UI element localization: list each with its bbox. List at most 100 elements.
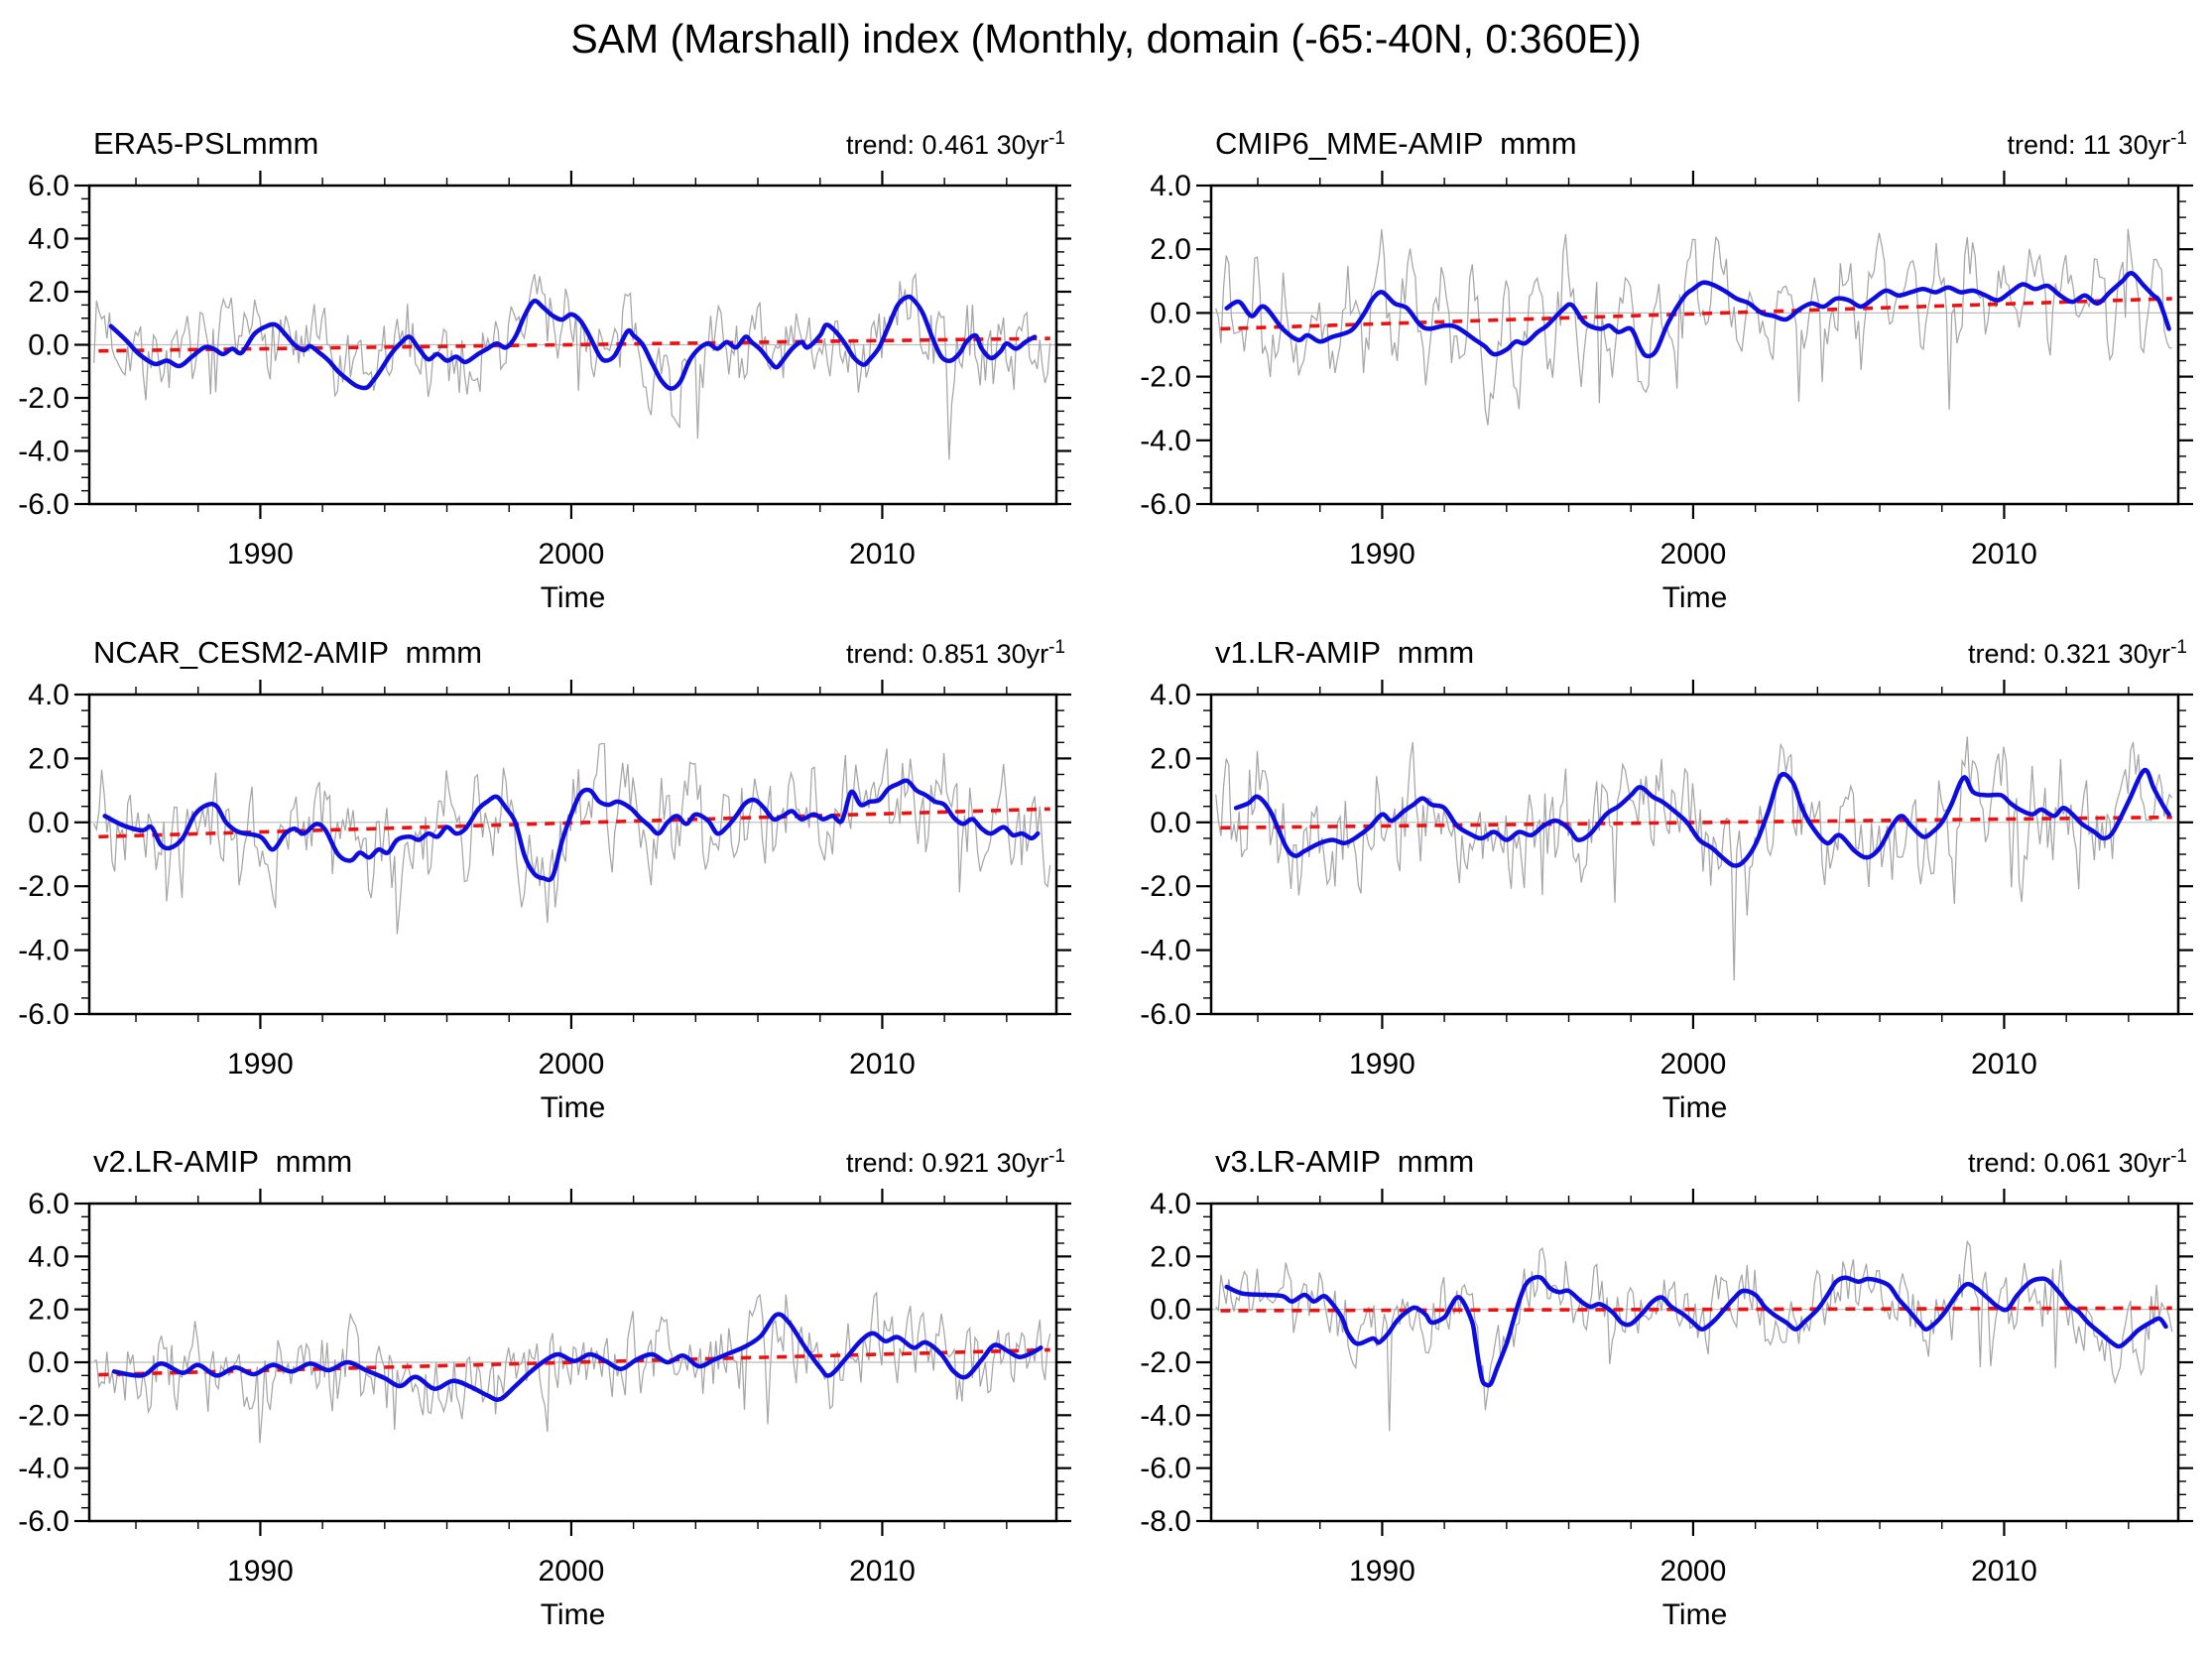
x-tick-label: 2000 xyxy=(1660,1048,1727,1081)
trend-text: trend: 0.851 30yr xyxy=(845,639,1049,669)
y-tick-label: 4.0 xyxy=(28,223,69,256)
trend-exponent: -1 xyxy=(2170,1146,2187,1167)
trend-text: trend: 0.321 30yr xyxy=(1967,639,2171,669)
y-tick-label: -4.0 xyxy=(18,436,69,468)
y-tick-label: 0.0 xyxy=(28,1346,69,1379)
y-tick-label: -6.0 xyxy=(1140,998,1191,1031)
monthly-series-path xyxy=(93,1291,1051,1444)
x-tick-label: 2000 xyxy=(539,1048,605,1081)
trend-text: trend: 0.461 30yr xyxy=(845,130,1049,160)
trend-text: trend: 0.061 30yr xyxy=(1967,1148,2171,1178)
y-tick-label: -2.0 xyxy=(1140,870,1191,903)
y-tick-label: 4.0 xyxy=(1150,1188,1191,1220)
x-tick-label: 2000 xyxy=(539,538,605,571)
smoothed-series-path xyxy=(111,1312,1044,1402)
trend-text: trend: 11 30yr xyxy=(2007,130,2171,160)
y-tick-label: 0.0 xyxy=(28,329,69,362)
panel-header-v1-lr-amip: v1.LR-AMIP mmm trend: 0.321 30yr-1 xyxy=(1215,635,2187,671)
x-tick-label: 1990 xyxy=(227,538,294,571)
trend-line xyxy=(1220,815,2172,830)
panel-title: v2.LR-AMIP mmm xyxy=(93,1144,353,1179)
monthly-series-path xyxy=(93,272,1051,460)
x-tick-label: 2000 xyxy=(539,1555,605,1588)
x-axis-title: Time xyxy=(1661,1091,1728,1124)
y-tick-label: 2.0 xyxy=(28,276,69,309)
trend-line xyxy=(98,807,1050,839)
y-tick-label: -4.0 xyxy=(1140,935,1191,967)
x-axis-title: Time xyxy=(540,581,606,614)
x-tick-label: 2000 xyxy=(1660,1555,1727,1588)
y-tick-label: 0.0 xyxy=(28,807,69,839)
y-tick-label: -4.0 xyxy=(18,935,69,967)
plot-box xyxy=(1209,184,2180,506)
panel-title: ERA5-PSLmmm xyxy=(93,126,319,161)
y-tick-label: -2.0 xyxy=(1140,361,1191,394)
x-tick-label: 2000 xyxy=(1660,538,1727,571)
trend-exponent: -1 xyxy=(1048,128,1065,149)
y-tick-label: -6.0 xyxy=(18,1505,69,1538)
panel-trend-label: trend: 0.851 30yr-1 xyxy=(846,637,1065,670)
trend-exponent: -1 xyxy=(2170,637,2187,658)
y-tick-label: -4.0 xyxy=(1140,425,1191,457)
monthly-series-path xyxy=(1215,1239,2173,1432)
y-tick-label: 4.0 xyxy=(28,1240,69,1273)
panel-header-cmip6-mme-amip: CMIP6_MME-AMIP mmm trend: 11 30yr-1 xyxy=(1215,126,2187,162)
smoothed-series-path xyxy=(1224,271,2171,359)
y-tick-label: -4.0 xyxy=(18,1453,69,1485)
y-tick-label: 0.0 xyxy=(1150,807,1191,839)
y-tick-label: 0.0 xyxy=(1150,297,1191,329)
x-tick-label: 2010 xyxy=(849,1048,916,1081)
smoothed-series-path xyxy=(102,778,1041,883)
y-tick-label: 2.0 xyxy=(1150,742,1191,775)
trend-exponent: -1 xyxy=(1048,637,1065,658)
y-tick-label: 2.0 xyxy=(28,1294,69,1327)
plot-box xyxy=(1209,1202,2180,1523)
y-tick-label: -6.0 xyxy=(1140,488,1191,521)
x-tick-label: 2010 xyxy=(1971,1555,2037,1588)
x-axis-title: Time xyxy=(540,1091,606,1124)
y-tick-label: -6.0 xyxy=(18,488,69,521)
y-tick-label: -4.0 xyxy=(1140,1399,1191,1432)
y-tick-label: -2.0 xyxy=(1140,1346,1191,1379)
x-tick-label: 2010 xyxy=(1971,1048,2037,1081)
y-tick-label: -6.0 xyxy=(18,998,69,1031)
y-tick-label: -2.0 xyxy=(18,1399,69,1432)
monthly-series-path xyxy=(1215,228,2172,426)
panel-title: v1.LR-AMIP mmm xyxy=(1215,635,1475,670)
y-tick-label: 2.0 xyxy=(1150,233,1191,266)
trend-line xyxy=(98,1347,1050,1377)
y-tick-label: 0.0 xyxy=(1150,1294,1191,1327)
x-tick-label: 2010 xyxy=(849,1555,916,1588)
x-tick-label: 1990 xyxy=(1349,538,1415,571)
y-tick-label: -2.0 xyxy=(18,870,69,903)
panel-header-era5: ERA5-PSLmmm trend: 0.461 30yr-1 xyxy=(93,126,1065,162)
plot-box xyxy=(87,693,1058,1016)
y-tick-label: 2.0 xyxy=(1150,1240,1191,1273)
smoothed-series-path xyxy=(108,294,1038,391)
x-tick-label: 2010 xyxy=(849,538,916,571)
trend-exponent: -1 xyxy=(1048,1146,1065,1167)
trend-exponent: -1 xyxy=(2170,128,2187,149)
y-tick-label: 4.0 xyxy=(1150,679,1191,711)
monthly-series-path xyxy=(93,742,1051,935)
x-tick-label: 1990 xyxy=(1349,1048,1415,1081)
y-tick-label: -8.0 xyxy=(1140,1505,1191,1538)
y-tick-label: 4.0 xyxy=(28,679,69,711)
x-tick-label: 1990 xyxy=(227,1048,294,1081)
plot-box xyxy=(87,1202,1058,1523)
y-tick-label: 2.0 xyxy=(28,742,69,775)
panel-header-v3-lr-amip: v3.LR-AMIP mmm trend: 0.061 30yr-1 xyxy=(1215,1144,2187,1180)
panel-trend-label: trend: 0.921 30yr-1 xyxy=(846,1146,1065,1179)
x-tick-label: 1990 xyxy=(227,1555,294,1588)
plot-box xyxy=(87,184,1058,506)
x-tick-label: 2010 xyxy=(1971,538,2037,571)
y-tick-label: 4.0 xyxy=(1150,170,1191,202)
x-axis-title: Time xyxy=(1661,1598,1728,1631)
panel-trend-label: trend: 11 30yr-1 xyxy=(2007,128,2187,161)
x-axis-title: Time xyxy=(540,1598,606,1631)
x-tick-label: 1990 xyxy=(1349,1555,1415,1588)
panel-title: CMIP6_MME-AMIP mmm xyxy=(1215,126,1577,161)
figure-title: SAM (Marshall) index (Monthly, domain (-… xyxy=(570,16,1642,62)
